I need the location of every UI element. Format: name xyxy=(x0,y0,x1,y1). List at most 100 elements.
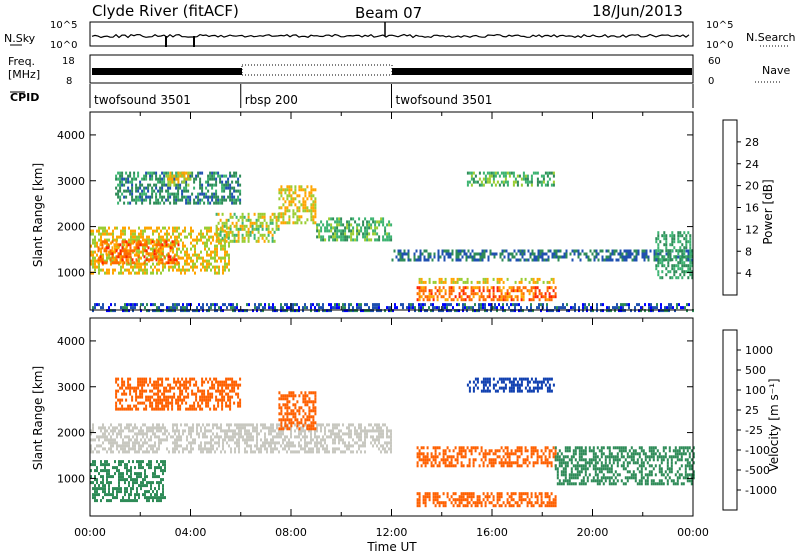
range-gate-cell xyxy=(334,426,336,430)
range-gate-cell xyxy=(142,262,144,266)
range-gate-cell xyxy=(559,249,562,253)
range-gate-cell xyxy=(178,444,180,448)
range-gate-cell xyxy=(512,498,515,502)
range-gate-cell xyxy=(364,303,366,307)
range-gate-cell xyxy=(348,309,350,313)
range-gate-cell xyxy=(350,423,352,427)
colorbar-tick-label: 4 xyxy=(745,267,752,280)
range-gate-cell xyxy=(334,447,336,451)
range-gate-cell xyxy=(106,268,108,272)
range-gate-cell xyxy=(122,472,124,476)
range-gate-cell xyxy=(130,490,132,494)
range-gate-cell xyxy=(280,435,282,439)
range-gate-cell xyxy=(194,262,196,266)
range-gate-cell xyxy=(328,450,330,454)
range-gate-cell xyxy=(172,232,174,236)
range-gate-cell xyxy=(129,249,132,253)
range-gate-cell xyxy=(492,289,495,293)
range-gate-cell xyxy=(687,270,690,274)
range-gate-cell xyxy=(167,186,170,190)
range-gate-cell xyxy=(228,435,230,439)
range-gate-cell xyxy=(226,432,228,436)
range-gate-cell xyxy=(268,444,270,448)
range-gate-cell xyxy=(90,438,92,442)
range-gate-cell xyxy=(288,447,290,451)
range-gate-cell xyxy=(219,398,222,402)
range-gate-cell xyxy=(177,404,180,408)
range-gate-cell xyxy=(298,309,300,313)
range-gate-cell xyxy=(288,421,291,425)
range-gate-cell xyxy=(253,233,256,237)
range-gate-cell xyxy=(128,450,130,454)
range-gate-cell xyxy=(661,255,664,259)
range-gate-cell xyxy=(136,426,138,430)
range-gate-cell xyxy=(163,201,166,205)
range-gate-cell xyxy=(211,380,214,384)
range-gate-cell xyxy=(196,235,198,239)
range-gate-cell xyxy=(143,249,146,253)
range-gate-cell xyxy=(552,174,555,178)
range-gate-cell xyxy=(496,180,499,184)
range-gate-cell xyxy=(153,243,156,247)
range-gate-cell xyxy=(98,493,100,497)
range-gate-cell xyxy=(533,255,536,259)
range-gate-cell xyxy=(122,441,124,445)
range-gate-cell xyxy=(190,435,192,439)
range-gate-cell xyxy=(132,460,134,464)
range-gate-cell xyxy=(300,391,303,395)
range-gate-cell xyxy=(261,221,264,225)
range-gate-cell xyxy=(286,397,289,401)
range-gate-cell xyxy=(202,435,204,439)
range-gate-cell xyxy=(211,186,214,190)
range-gate-cell xyxy=(104,232,106,236)
range-gate-cell xyxy=(157,189,160,193)
range-gate-cell xyxy=(344,444,346,448)
range-gate-cell xyxy=(142,435,144,439)
range-gate-cell xyxy=(157,398,160,402)
range-gate-cell xyxy=(418,295,421,299)
range-gate-cell xyxy=(156,423,158,427)
range-gate-cell xyxy=(444,280,447,284)
range-gate-cell xyxy=(208,229,210,233)
range-gate-cell xyxy=(142,460,144,464)
range-gate-cell xyxy=(665,246,668,250)
range-gate-cell xyxy=(235,233,238,237)
range-gate-cell xyxy=(157,407,160,411)
range-gate-cell xyxy=(586,306,588,310)
range-gate-cell xyxy=(472,306,474,310)
range-gate-cell xyxy=(618,309,620,313)
range-gate-cell xyxy=(193,177,196,181)
range-gate-cell xyxy=(219,218,222,222)
range-gate-cell xyxy=(162,247,164,251)
range-gate-cell xyxy=(661,270,664,274)
range-gate-cell xyxy=(334,441,336,445)
range-gate-cell xyxy=(292,197,295,201)
range-gate-cell xyxy=(663,243,666,247)
range-gate-cell xyxy=(661,249,664,253)
range-gate-cell xyxy=(233,201,236,205)
range-gate-cell xyxy=(316,429,318,433)
range-gate-cell xyxy=(524,498,527,502)
range-gate-cell xyxy=(436,306,438,310)
range-gate-cell xyxy=(255,221,258,225)
range-gate-cell xyxy=(346,444,348,448)
range-gate-cell xyxy=(140,447,142,451)
range-gate-cell xyxy=(219,383,222,387)
range-gate-cell xyxy=(338,423,340,427)
range-gate-cell xyxy=(201,407,204,411)
range-gate-cell xyxy=(374,429,376,433)
range-gate-cell xyxy=(155,171,158,175)
range-gate-cell xyxy=(522,309,524,313)
range-gate-cell xyxy=(116,469,118,473)
range-gate-cell xyxy=(128,484,130,488)
range-gate-cell xyxy=(386,235,389,239)
range-gate-cell xyxy=(272,423,274,427)
range-gate-cell xyxy=(304,206,307,210)
range-gate-cell xyxy=(314,432,316,436)
range-gate-cell xyxy=(409,258,412,262)
range-gate-cell xyxy=(223,224,226,228)
range-gate-cell xyxy=(595,249,598,253)
range-gate-cell xyxy=(498,298,501,302)
range-gate-cell xyxy=(498,174,501,178)
